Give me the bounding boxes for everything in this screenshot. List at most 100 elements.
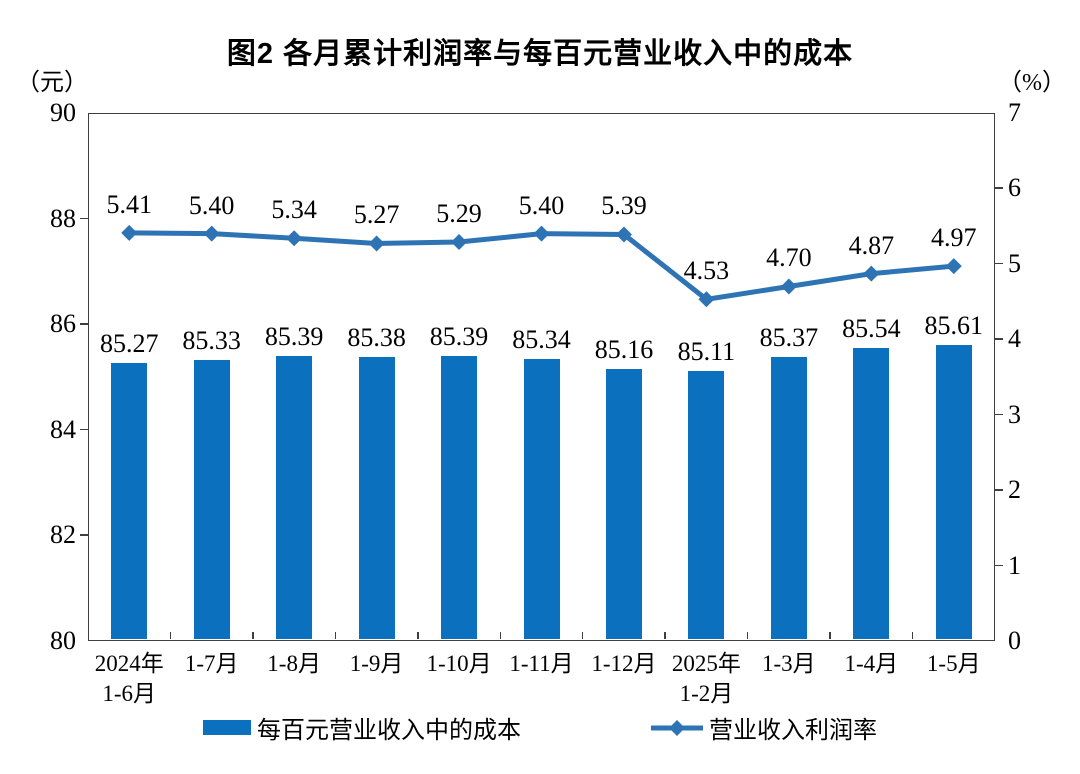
- x-axis-category-label: 1-11月: [482, 649, 602, 679]
- bar-value-label: 85.37: [759, 323, 819, 353]
- line-value-label: 4.97: [931, 223, 977, 253]
- legend-bar-swatch-icon: [203, 720, 251, 735]
- line-marker-diamond: [368, 235, 385, 252]
- x-axis-category-line: 1-2月: [679, 681, 734, 706]
- x-axis-category-line: 1-4月: [844, 651, 899, 676]
- left-axis-tick-label: 86: [50, 309, 76, 339]
- bar-value-label: 85.33: [182, 325, 241, 355]
- x-axis-category-line: 2025年: [671, 651, 741, 676]
- legend-line-swatch-icon: [651, 719, 703, 736]
- bar-cost: [688, 371, 725, 639]
- left-axis-tickmark: [80, 428, 88, 431]
- x-axis-category-line: 1-11月: [509, 651, 574, 676]
- x-axis-category-line: 1-5月: [926, 651, 981, 676]
- x-axis-tickmark: [581, 632, 584, 639]
- line-value-label: 5.39: [601, 191, 647, 221]
- right-axis-tick-label: 1: [1008, 550, 1021, 580]
- bar-value-label: 85.16: [594, 334, 654, 364]
- x-axis-category-label: 1-9月: [317, 649, 437, 679]
- line-value-label: 5.40: [188, 190, 235, 220]
- x-axis-tickmark: [417, 632, 419, 639]
- left-axis-unit: （元）: [16, 70, 88, 96]
- line-marker-diamond: [863, 265, 880, 282]
- x-axis-category-label: 1-4月: [811, 649, 931, 679]
- line-value-label: 4.70: [766, 243, 812, 273]
- x-axis-category-line: 1-8月: [267, 651, 321, 676]
- bar-cost: [111, 362, 148, 639]
- line-marker-diamond: [945, 258, 962, 275]
- x-axis-category-line: 1-7月: [184, 651, 239, 676]
- bar-cost: [935, 344, 972, 639]
- x-axis-category-label: 2025年 1-2月: [646, 649, 766, 709]
- line-marker-diamond: [451, 233, 468, 250]
- line-value-label: 5.40: [518, 190, 565, 220]
- line-value-label: 5.34: [271, 195, 317, 225]
- legend-item: 营业收入利润率: [651, 710, 877, 745]
- bar-cost: [523, 359, 560, 639]
- x-axis-category-line: 1-10月: [426, 651, 492, 676]
- x-axis-category-label: 1-3月: [729, 649, 849, 679]
- x-axis-category-line: 2024年: [94, 651, 164, 676]
- x-axis-tickmark: [911, 632, 914, 639]
- bar-cost: [193, 359, 230, 639]
- x-axis-tickmark: [252, 632, 254, 639]
- right-axis-unit: （%）: [998, 70, 1066, 96]
- x-axis-category-label: 1-12月: [564, 649, 684, 679]
- x-axis-tickmark: [664, 632, 666, 639]
- legend-label: 每百元营业收入中的成本: [257, 718, 521, 744]
- right-axis-tickmark: [995, 338, 1003, 340]
- line-marker-diamond: [203, 225, 220, 242]
- line-value-label: 5.29: [436, 198, 482, 228]
- bar-value-label: 85.61: [924, 310, 984, 340]
- x-axis-tickmark: [829, 632, 831, 639]
- bar-value-label: 85.39: [429, 322, 489, 352]
- left-axis-tickmark: [80, 323, 88, 325]
- line-marker-diamond: [780, 278, 797, 295]
- line-marker-diamond: [698, 291, 715, 308]
- x-axis-tickmark: [169, 632, 172, 639]
- right-axis-tickmark: [995, 187, 1003, 189]
- bar-value-label: 85.54: [842, 314, 901, 344]
- line-marker-diamond: [533, 225, 550, 242]
- right-axis-tick-label: 4: [1008, 324, 1021, 354]
- legend-label: 营业收入利润率: [709, 718, 877, 744]
- line-marker-diamond: [286, 230, 303, 247]
- left-axis-tick-label: 88: [50, 203, 76, 233]
- left-axis-tick-label: 90: [50, 98, 76, 127]
- bar-value-label: 85.39: [264, 322, 324, 352]
- right-axis-tick-label: 7: [1008, 98, 1021, 127]
- line-value-label: 5.41: [106, 189, 152, 219]
- right-axis-tick-label: 6: [1008, 173, 1021, 203]
- x-axis-category-line: 1-3月: [762, 651, 816, 676]
- bar-value-label: 85.27: [99, 328, 159, 358]
- x-axis-category-line: 1-9月: [349, 651, 404, 676]
- x-axis-category-label: 1-7月: [152, 649, 272, 679]
- x-axis-category-label: 1-8月: [234, 649, 354, 679]
- x-axis-tickmark: [334, 632, 337, 639]
- left-axis-tickmark: [80, 534, 88, 536]
- line-value-label: 4.53: [683, 256, 730, 286]
- bar-value-label: 85.11: [677, 337, 736, 367]
- bar-value-label: 85.38: [347, 322, 406, 352]
- bar-cost: [770, 357, 807, 639]
- right-axis-tickmark: [995, 262, 1003, 265]
- right-axis-tickmark: [995, 413, 1003, 416]
- left-axis-tickmark: [80, 217, 88, 220]
- right-axis-tick-label: 0: [1008, 626, 1021, 655]
- line-value-label: 4.87: [848, 230, 895, 260]
- x-axis-tickmark: [746, 632, 749, 639]
- bar-cost: [276, 356, 313, 639]
- bar-cost: [853, 348, 890, 639]
- right-axis-tickmark: [995, 564, 1003, 567]
- right-axis-tick-label: 2: [1008, 475, 1021, 505]
- x-axis-category-label: 1-5月: [894, 649, 1014, 679]
- left-axis-tick-label: 80: [50, 626, 76, 655]
- x-axis-tickmark: [499, 632, 502, 639]
- line-value-label: 5.27: [353, 200, 400, 230]
- x-axis-category-label: 2024年 1-6月: [69, 649, 189, 709]
- bar-cost: [441, 356, 478, 639]
- right-axis-tick-label: 3: [1008, 399, 1021, 429]
- legend-item: 每百元营业收入中的成本: [203, 710, 521, 745]
